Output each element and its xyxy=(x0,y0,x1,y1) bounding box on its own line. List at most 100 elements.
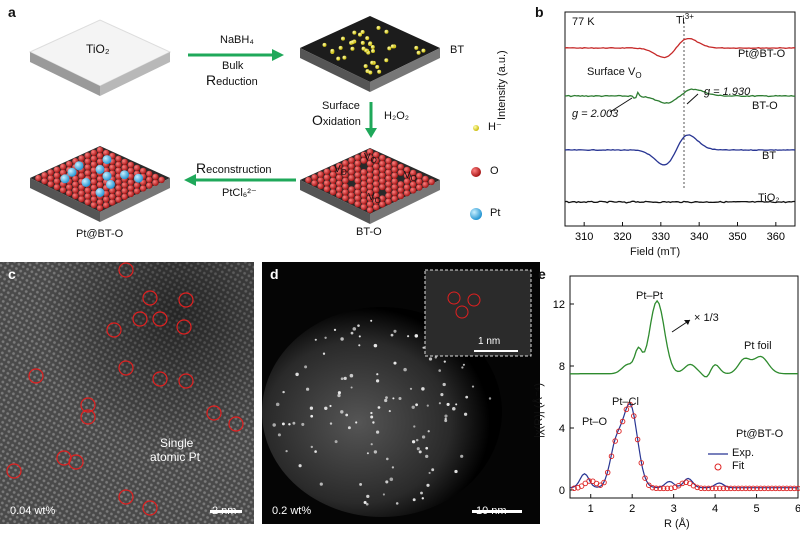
pt-single-atom-marker xyxy=(178,292,194,308)
pt-atom-dot xyxy=(465,395,469,399)
pt-atom-dot xyxy=(295,372,299,377)
pt-atom-dot xyxy=(329,404,332,408)
o-atom xyxy=(96,175,104,183)
h-atom xyxy=(421,48,426,53)
o-atom xyxy=(127,173,134,180)
h-atom xyxy=(361,46,366,51)
panel-c-label-1: Single xyxy=(160,436,194,450)
step3-name: Reconstruction xyxy=(196,160,272,176)
pt-atom-dot xyxy=(414,334,419,338)
o-atom xyxy=(152,173,159,181)
o-atom xyxy=(323,174,331,181)
o-atom xyxy=(342,194,349,202)
pt-atom-dot xyxy=(304,365,308,369)
fit-point xyxy=(653,485,659,492)
o-atom xyxy=(385,180,392,188)
o-atom xyxy=(47,175,54,182)
o-atom xyxy=(379,160,386,167)
pt-atom-dot xyxy=(421,435,426,439)
o-atom xyxy=(416,172,423,180)
h-atom xyxy=(384,29,389,34)
h-atom xyxy=(370,60,375,65)
pt-atom-dot xyxy=(411,405,415,409)
pt-atom-dot xyxy=(275,402,280,407)
o-atom xyxy=(397,181,404,188)
o-atom xyxy=(348,192,355,199)
b-xtick-label: 340 xyxy=(690,231,708,243)
e-ytick-label: 12 xyxy=(553,299,565,311)
o-atom xyxy=(360,151,368,158)
pto-label: Pt–O xyxy=(582,416,608,428)
pt-atom-dot xyxy=(427,430,430,433)
o-atom xyxy=(311,179,318,187)
o-atom xyxy=(53,183,61,191)
pt-atom-dot xyxy=(395,502,399,505)
pt-atom-dot xyxy=(426,483,430,487)
o-atom xyxy=(127,190,134,198)
o-atom xyxy=(90,190,98,197)
pt-atom-dot xyxy=(350,331,354,335)
pt-atom-dot xyxy=(333,328,337,332)
series-pt-foil xyxy=(570,299,798,378)
o-atom xyxy=(342,183,349,190)
pt-atom-dot xyxy=(412,498,416,502)
o-atom xyxy=(90,167,98,174)
bt-label: BT xyxy=(450,44,465,56)
o-atom xyxy=(342,160,349,167)
o-atom xyxy=(90,178,98,186)
legend-pt-bto: Pt@BT-O xyxy=(738,48,786,60)
o-atom xyxy=(354,171,361,179)
panel-c-image xyxy=(0,262,254,524)
o-atom xyxy=(366,160,374,167)
o-atom xyxy=(323,185,331,193)
o-atom xyxy=(90,155,98,162)
pt-atom-dot xyxy=(337,393,341,398)
panel-a-letter: a xyxy=(8,4,16,20)
o-atom xyxy=(146,176,153,183)
o-atom xyxy=(366,195,374,202)
o-atom xyxy=(397,163,404,171)
o-atom xyxy=(66,184,73,191)
pt-atom-dot xyxy=(415,403,418,407)
o-atom xyxy=(354,183,361,190)
pt-atom-dot xyxy=(455,403,458,406)
o-atom xyxy=(348,186,355,193)
pt-atom-dot xyxy=(415,438,419,442)
bto-label: BT-O xyxy=(356,226,382,238)
pt-atom-dot xyxy=(366,452,369,455)
o-atom xyxy=(47,180,54,188)
o-atom xyxy=(115,190,122,197)
fit-point xyxy=(739,485,745,492)
fit-point xyxy=(728,485,734,492)
fit-point xyxy=(631,413,637,419)
o-atom xyxy=(372,192,380,199)
pt-atom xyxy=(67,167,77,177)
step1-reagent: NaBH₄ xyxy=(220,34,254,46)
o-atom xyxy=(354,154,361,161)
o-atom xyxy=(409,181,417,188)
o-atom xyxy=(409,187,417,194)
h-atom xyxy=(358,32,363,37)
pt-atom-dot xyxy=(392,397,395,400)
inset-pt-marker xyxy=(447,291,461,305)
pt-atom-dot xyxy=(340,410,344,414)
legend-o-label: O xyxy=(490,165,499,177)
o-atom xyxy=(336,186,343,193)
o-atom xyxy=(59,169,67,176)
pt-atom-dot xyxy=(422,346,425,349)
fit-point xyxy=(709,485,715,492)
o-atom xyxy=(72,181,79,188)
legend-pt-ball xyxy=(470,208,482,220)
pt-atom-dot xyxy=(452,406,456,411)
step2-line2: Oxidation xyxy=(312,112,361,128)
o-atom xyxy=(403,172,411,179)
bt-slab xyxy=(300,16,440,92)
o-atom xyxy=(146,170,153,178)
series-bt-o xyxy=(564,88,796,104)
o-atom xyxy=(403,184,411,191)
e-ytick-label: 8 xyxy=(559,361,565,373)
o-atom xyxy=(348,197,355,205)
h-atom xyxy=(342,55,347,60)
o-atom xyxy=(53,178,61,185)
